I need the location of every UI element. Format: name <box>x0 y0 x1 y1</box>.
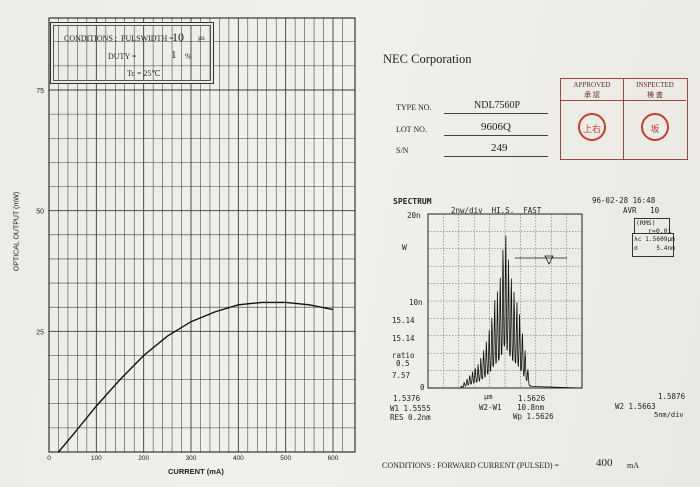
inspected-stamp: 坂 <box>641 113 669 141</box>
lambda-c: λc 1.5609μm <box>634 236 675 243</box>
spectrum-w: W <box>402 243 407 252</box>
w2-label: W2 1.5663 <box>615 402 656 411</box>
spectrum-ref-10n: 10n <box>409 298 423 307</box>
type-no-value: NDL7560P <box>474 100 521 111</box>
li-tick-labels: 75 50 25 0 100 200 300 400 500 600 <box>36 88 339 462</box>
x-um-label: μm <box>484 393 493 401</box>
type-no-label: TYPE NO. <box>396 103 432 112</box>
inspected-cell: INSPECTED 検 査 坂 <box>624 79 686 159</box>
spectrum-frame <box>427 213 583 389</box>
li-xtick: 100 <box>91 455 102 462</box>
spectrum-15-14-b: 15.14 <box>392 334 415 343</box>
x-right-label: 1.5876 <box>658 392 686 401</box>
lot-no-label: LOT NO. <box>396 125 427 134</box>
lambda-box <box>632 233 674 257</box>
li-frame <box>48 17 356 453</box>
spectrum-0-5: 0.5 <box>396 359 410 368</box>
duty-label: DUTY = <box>108 52 137 61</box>
li-ytick: 50 <box>36 209 44 216</box>
spectrum-date: 96-02-28 16:48 <box>592 196 656 205</box>
spectrum-ref-20n: 20n <box>407 211 421 220</box>
conditions-box <box>50 22 214 84</box>
sn-value: 249 <box>491 142 508 154</box>
inspected-en: INSPECTED <box>636 81 674 89</box>
sn-label: S/N <box>396 146 409 155</box>
approved-jp: 承 認 <box>584 91 600 99</box>
spectrum-header: 2nw/div HI.S. FAST <box>451 206 542 215</box>
tc-label: Tc = 25℃ <box>127 69 161 78</box>
li-ytick: 75 <box>36 88 44 95</box>
li-xtick: 600 <box>328 455 339 462</box>
x-left-label: 1.5376 <box>393 394 421 403</box>
footer-current-unit: mA <box>627 461 639 470</box>
pulsewidth-value: 10 <box>172 30 184 44</box>
li-curve <box>57 301 334 453</box>
lot-no-value: 9606Q <box>481 121 511 133</box>
duty-unit: % <box>185 52 192 61</box>
x-center-label: 1.5626 <box>518 394 546 403</box>
r-value: r=0.01 <box>648 227 672 235</box>
lot-no-rule <box>444 135 548 136</box>
approved-cell: APPROVED 承 認 上右 <box>561 79 624 159</box>
spectrum-title: SPECTRUM <box>393 197 432 206</box>
li-xtick: 200 <box>138 455 149 462</box>
inspected-jp: 検 査 <box>647 91 663 99</box>
li-xlabel: CURRENT (mA) <box>168 467 224 476</box>
li-xtick: 300 <box>186 455 197 462</box>
spectrum-7-57: 7.57 <box>392 371 411 380</box>
li-xtick: 400 <box>233 455 244 462</box>
footer-current-value: 400 <box>596 457 613 469</box>
duty-value: 1 <box>171 49 177 61</box>
wp-label: Wp 1.5626 <box>513 412 554 421</box>
spectrum-zero: 0 <box>420 383 425 392</box>
spectrum-avr: AVR 10 <box>623 206 660 215</box>
approval-table: APPROVED 承 認 上右 INSPECTED 検 査 坂 <box>560 78 688 160</box>
spectrum-trace <box>428 235 583 389</box>
rms-label: (RMS) <box>636 219 656 227</box>
scale-label: 5nm/div <box>654 411 684 419</box>
company-name: NEC Corporation <box>383 52 472 66</box>
spectrum-ratio: ratio <box>392 351 415 360</box>
pulsewidth-label: PULSWIDTH = <box>121 34 174 43</box>
li-xtick: 0 <box>47 455 51 462</box>
res-label: RES 0.2nm <box>390 413 431 422</box>
w1-label: W1 1.5555 <box>390 404 431 413</box>
li-grid <box>48 17 356 453</box>
approved-en: APPROVED <box>573 81 611 89</box>
li-xtick: 500 <box>280 455 291 462</box>
w2w1-label: W2-W1 <box>479 403 502 412</box>
spectrum-15-14-a: 15.14 <box>392 316 415 325</box>
footer-conditions: CONDITIONS : FORWARD CURRENT (PULSED) = <box>382 461 560 470</box>
li-ytick: 25 <box>36 329 44 336</box>
pulsewidth-unit: µs <box>198 34 205 42</box>
sigma-value: σ 5.4nm <box>634 245 675 252</box>
approved-stamp: 上右 <box>578 113 606 141</box>
conditions-title: CONDITIONS : <box>64 34 118 43</box>
type-no-rule <box>444 113 548 114</box>
sn-rule <box>444 156 548 157</box>
peak-marker-triangle <box>544 255 554 265</box>
w2w1-value: 10.8nm <box>517 403 545 412</box>
